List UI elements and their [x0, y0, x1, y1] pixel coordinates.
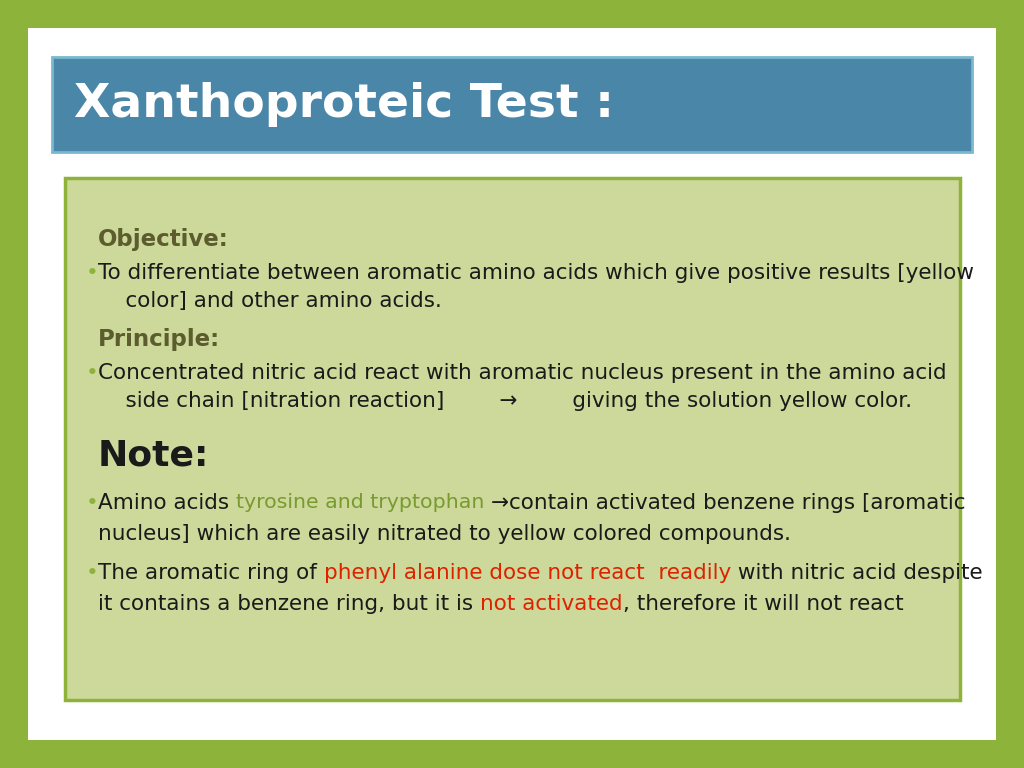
Text: Note:: Note: — [98, 438, 209, 472]
Text: Concentrated nitric acid react with aromatic nucleus present in the amino acid
 : Concentrated nitric acid react with arom… — [98, 363, 946, 411]
Text: , therefore it will not react: , therefore it will not react — [623, 594, 903, 614]
Text: phenyl alanine dose not react  readily: phenyl alanine dose not react readily — [324, 563, 731, 583]
Text: •: • — [86, 563, 98, 583]
Text: it contains a benzene ring, but it is: it contains a benzene ring, but it is — [98, 594, 480, 614]
Text: Principle:: Principle: — [98, 328, 220, 351]
Text: •: • — [86, 263, 98, 283]
Text: with nitric acid despite: with nitric acid despite — [731, 563, 983, 583]
Text: The aromatic ring of: The aromatic ring of — [98, 563, 324, 583]
Text: tyrosine and tryptophan: tyrosine and tryptophan — [236, 493, 490, 512]
Text: •: • — [86, 493, 98, 513]
Text: •: • — [86, 363, 98, 383]
Text: Objective:: Objective: — [98, 228, 228, 251]
Bar — [65, 178, 961, 700]
Text: Amino acids: Amino acids — [98, 493, 236, 513]
Text: →contain activated benzene rings [aromatic: →contain activated benzene rings [aromat… — [490, 493, 966, 513]
Text: not activated: not activated — [480, 594, 623, 614]
Text: nucleus] which are easily nitrated to yellow colored compounds.: nucleus] which are easily nitrated to ye… — [98, 524, 791, 544]
Bar — [52, 57, 972, 152]
Text: Xanthoproteic Test :: Xanthoproteic Test : — [74, 82, 614, 127]
Text: To differentiate between aromatic amino acids which give positive results [yello: To differentiate between aromatic amino … — [98, 263, 974, 311]
